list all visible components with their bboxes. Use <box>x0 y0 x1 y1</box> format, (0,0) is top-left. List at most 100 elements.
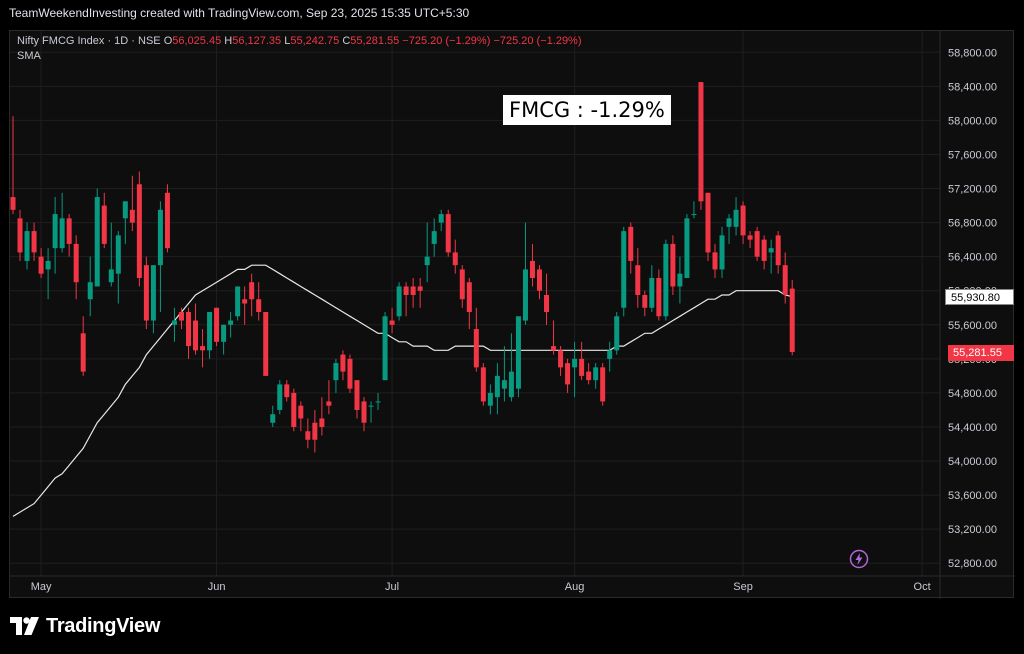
candle[interactable] <box>312 409 318 453</box>
candle[interactable] <box>789 279 795 356</box>
candle[interactable] <box>417 277 423 308</box>
candle[interactable] <box>10 116 16 215</box>
candle[interactable] <box>319 397 325 436</box>
candle[interactable] <box>684 214 690 278</box>
candle[interactable] <box>747 231 753 249</box>
candle[interactable] <box>754 226 760 261</box>
candle[interactable] <box>228 312 234 338</box>
candle[interactable] <box>445 209 451 257</box>
candle[interactable] <box>586 363 592 385</box>
candle[interactable] <box>333 358 339 393</box>
candle[interactable] <box>438 209 444 232</box>
candle[interactable] <box>171 307 177 342</box>
candle[interactable] <box>375 392 381 410</box>
price-chart[interactable]: 52,800.00 53,200.00 53,600.00 54,000.00 54,4… <box>10 31 1015 599</box>
candle[interactable] <box>361 397 367 432</box>
candle[interactable] <box>487 384 493 415</box>
candle[interactable] <box>607 341 613 372</box>
candle[interactable] <box>473 307 479 372</box>
candle[interactable] <box>200 329 206 368</box>
candle[interactable] <box>761 235 767 270</box>
candle[interactable] <box>256 282 262 321</box>
candle[interactable] <box>354 380 360 419</box>
candle[interactable] <box>712 243 718 278</box>
candle[interactable] <box>537 265 542 300</box>
candle[interactable] <box>214 307 220 347</box>
candle[interactable] <box>410 277 416 308</box>
candle[interactable] <box>73 235 79 300</box>
candle[interactable] <box>494 363 500 415</box>
candle[interactable] <box>263 312 269 376</box>
candle[interactable] <box>396 282 402 321</box>
candle[interactable] <box>544 273 550 325</box>
candle[interactable] <box>656 269 662 321</box>
symbol-label[interactable]: Nifty FMCG Index · 1D · NSE <box>17 35 161 47</box>
candle[interactable] <box>270 405 276 427</box>
candle[interactable] <box>115 231 121 304</box>
candle[interactable] <box>136 171 142 287</box>
candle[interactable] <box>207 312 213 359</box>
candle[interactable] <box>579 341 585 381</box>
candle[interactable] <box>389 307 395 334</box>
candle[interactable] <box>368 401 374 423</box>
candle[interactable] <box>768 239 774 274</box>
candle[interactable] <box>305 418 311 449</box>
candle[interactable] <box>178 307 184 330</box>
candle[interactable] <box>740 201 746 244</box>
candle[interactable] <box>382 312 388 381</box>
candle[interactable] <box>501 346 507 402</box>
sma-line[interactable] <box>12 264 793 517</box>
candle[interactable] <box>677 256 683 304</box>
candle[interactable] <box>87 256 93 317</box>
candle[interactable] <box>284 380 290 402</box>
candle[interactable] <box>235 286 241 321</box>
candle[interactable] <box>66 214 72 257</box>
flash-icon[interactable] <box>849 549 869 569</box>
candle[interactable] <box>452 239 458 274</box>
candle[interactable] <box>150 265 156 334</box>
annotation-label[interactable]: FMCG : -1.29% <box>503 95 671 125</box>
candle[interactable] <box>733 197 739 236</box>
candle[interactable] <box>24 222 30 270</box>
candle[interactable] <box>193 303 199 355</box>
candle[interactable] <box>431 218 437 257</box>
candle[interactable] <box>459 265 465 308</box>
candle[interactable] <box>593 363 599 389</box>
candle[interactable] <box>326 380 332 415</box>
indicator-legend[interactable]: SMA <box>17 50 41 62</box>
candle[interactable] <box>291 388 297 432</box>
candle[interactable] <box>529 243 535 287</box>
candle[interactable] <box>621 226 627 317</box>
candle[interactable] <box>572 341 578 398</box>
candle[interactable] <box>164 184 170 253</box>
tradingview-logo[interactable]: TradingView <box>10 613 160 639</box>
candle[interactable] <box>242 286 248 325</box>
candle[interactable] <box>403 282 409 317</box>
candle[interactable] <box>277 380 283 415</box>
candle[interactable] <box>17 209 23 261</box>
candle[interactable] <box>642 290 648 317</box>
candle[interactable] <box>480 363 486 406</box>
candle[interactable] <box>31 222 37 261</box>
candle[interactable] <box>670 235 676 295</box>
candle[interactable] <box>635 248 641 308</box>
candle[interactable] <box>186 307 191 359</box>
candle[interactable] <box>705 192 711 261</box>
candle[interactable] <box>698 82 704 210</box>
candle[interactable] <box>101 192 107 249</box>
candle[interactable] <box>298 401 304 432</box>
candle[interactable] <box>347 354 353 393</box>
candle[interactable] <box>129 175 135 232</box>
candle[interactable] <box>691 201 697 219</box>
candle[interactable] <box>157 201 163 313</box>
candle[interactable] <box>108 222 114 287</box>
candle[interactable] <box>775 231 781 274</box>
candle[interactable] <box>52 197 58 274</box>
candle[interactable] <box>221 324 227 355</box>
candle[interactable] <box>614 312 620 355</box>
candle[interactable] <box>94 188 100 287</box>
candle[interactable] <box>663 239 669 321</box>
candle[interactable] <box>80 316 86 376</box>
candle[interactable] <box>600 363 606 406</box>
candle[interactable] <box>249 273 255 317</box>
